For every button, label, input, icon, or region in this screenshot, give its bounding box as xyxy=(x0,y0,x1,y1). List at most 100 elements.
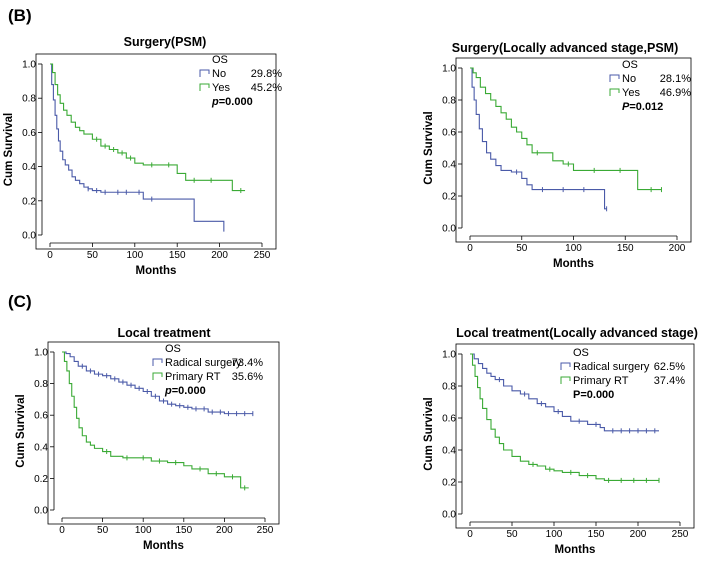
x-axis-label: Months xyxy=(136,265,177,277)
km-plot-surgery-psm: Surgery(PSM) 0.0 0.2 0.4 0.6 0.8 1.0 Cum Surviv… xyxy=(3,35,282,277)
y-tick-label: 0.2 xyxy=(442,478,456,489)
p-value-symbol: P xyxy=(622,101,630,113)
y-axis-label: Cum Survival xyxy=(423,111,435,185)
y-tick-label: 0.0 xyxy=(442,510,456,521)
legend-stat-radical-surgery: 62.5% xyxy=(654,361,685,373)
legend-stat-yes: 46.9% xyxy=(660,87,691,99)
y-tick-label: 0.8 xyxy=(22,94,36,105)
x-tick-label: 200 xyxy=(669,243,686,254)
y-tick-label: 0.6 xyxy=(34,411,48,422)
km-plot-local-treatment-locally-advanced: Local treatment(Locally advanced stage) 0… xyxy=(423,326,698,556)
y-axis-label: Cum Survival xyxy=(15,394,27,468)
x-tick-label: 0 xyxy=(467,243,473,254)
legend-swatch-radical-surgery xyxy=(152,358,163,366)
y-tick-label: 0.4 xyxy=(22,162,36,173)
km-plot-local-treatment: Local treatment 0.0 0.2 0.4 0.6 0.8 1.0 Cum Sur… xyxy=(15,326,280,552)
y-tick-label: 0.2 xyxy=(22,196,36,207)
x-tick-label: 100 xyxy=(565,243,582,254)
plot-frame xyxy=(47,341,280,525)
y-tick-label: 0.8 xyxy=(442,96,456,107)
x-tick-label: 150 xyxy=(175,525,192,536)
y-tick-label: 0.4 xyxy=(34,442,48,453)
x-tick-label: 50 xyxy=(87,250,99,261)
x-tick-label: 50 xyxy=(506,529,518,540)
y-tick-label: 0.8 xyxy=(442,382,456,393)
series-line-radical-surgery xyxy=(62,351,253,415)
series-line-radical-surgery xyxy=(470,353,659,432)
x-tick-label: 150 xyxy=(617,243,634,254)
legend-label-yes: Yes xyxy=(212,82,230,94)
x-tick-label: 250 xyxy=(257,525,274,536)
chart-title: Local treatment(Locally advanced stage) xyxy=(456,326,698,340)
p-value: p=0.000 xyxy=(211,96,253,108)
x-tick-label: 250 xyxy=(254,250,271,261)
series-line-no xyxy=(470,67,607,210)
p-value: P=0.000 xyxy=(573,389,614,401)
y-tick-label: 0.0 xyxy=(34,506,48,517)
y-tick-label: 0.4 xyxy=(442,446,456,457)
plot-frame xyxy=(35,53,277,250)
y-tick-label: 1.0 xyxy=(442,64,456,75)
p-value-number: =0.000 xyxy=(219,96,253,108)
plot-frame xyxy=(455,57,692,243)
series-line-no xyxy=(50,63,225,232)
x-tick-label: 150 xyxy=(588,529,605,540)
x-axis-label: Months xyxy=(143,540,184,552)
x-tick-label: 150 xyxy=(169,250,186,261)
y-tick-label: 0.8 xyxy=(34,379,48,390)
p-value-symbol: p xyxy=(164,385,172,397)
legend-stat-radical-surgery: 73.4% xyxy=(232,357,263,369)
legend-label-primary-rt: Primary RT xyxy=(165,371,221,383)
p-value-symbol: p xyxy=(211,96,219,108)
x-axis-label: Months xyxy=(555,544,596,556)
p-value: P=0.012 xyxy=(622,101,663,113)
section-label-b: (B) xyxy=(8,6,32,25)
y-tick-label: 0.6 xyxy=(442,128,456,139)
y-tick-label: 1.0 xyxy=(22,60,36,71)
legend-swatch-no xyxy=(609,74,620,82)
legend-stat-primary-rt: 37.4% xyxy=(654,375,685,387)
legend-swatch-primary-rt xyxy=(152,372,163,380)
legend-swatch-yes xyxy=(199,83,210,91)
legend-label-radical-surgery: Radical surgery xyxy=(165,357,242,369)
legend-swatch-no xyxy=(199,69,210,77)
x-axis-label: Months xyxy=(553,258,594,270)
p-value-number: =0.000 xyxy=(172,385,206,397)
y-tick-label: 0.6 xyxy=(22,128,36,139)
y-axis-label: Cum Survival xyxy=(3,113,15,187)
x-tick-label: 100 xyxy=(546,529,563,540)
legend-label-no: No xyxy=(212,68,226,80)
legend-heading: OS xyxy=(165,343,181,355)
chart-title: Surgery(Locally advanced stage,PSM) xyxy=(452,41,678,55)
y-tick-label: 0.4 xyxy=(442,160,456,171)
y-tick-label: 0.0 xyxy=(442,224,456,235)
x-tick-label: 0 xyxy=(47,250,53,261)
legend-label-primary-rt: Primary RT xyxy=(573,375,629,387)
p-value: p=0.000 xyxy=(164,385,206,397)
legend-swatch-yes xyxy=(609,88,620,96)
x-tick-label: 200 xyxy=(216,525,233,536)
series-line-yes xyxy=(470,67,662,191)
legend-swatch-radical-surgery xyxy=(560,362,571,370)
legend-label-radical-surgery: Radical surgery xyxy=(573,361,650,373)
y-tick-label: 0.2 xyxy=(442,192,456,203)
legend-swatch-primary-rt xyxy=(560,376,571,384)
y-tick-label: 1.0 xyxy=(34,348,48,359)
y-tick-label: 0.0 xyxy=(22,231,36,242)
x-tick-label: 0 xyxy=(59,525,65,536)
x-tick-label: 100 xyxy=(135,525,152,536)
y-tick-label: 0.2 xyxy=(34,474,48,485)
legend-heading: OS xyxy=(622,59,638,71)
section-label-c: (C) xyxy=(8,292,32,311)
legend-stat-no: 29.8% xyxy=(251,68,282,80)
y-axis-label: Cum Survival xyxy=(423,397,435,471)
x-tick-label: 200 xyxy=(630,529,647,540)
x-tick-label: 200 xyxy=(211,250,228,261)
p-value-number: =0.000 xyxy=(580,389,614,401)
x-tick-label: 0 xyxy=(467,529,473,540)
plot-frame xyxy=(455,343,695,529)
x-tick-label: 100 xyxy=(126,250,143,261)
x-tick-label: 50 xyxy=(516,243,528,254)
legend-stat-no: 28.1% xyxy=(660,73,691,85)
p-value-symbol: P xyxy=(573,389,580,401)
